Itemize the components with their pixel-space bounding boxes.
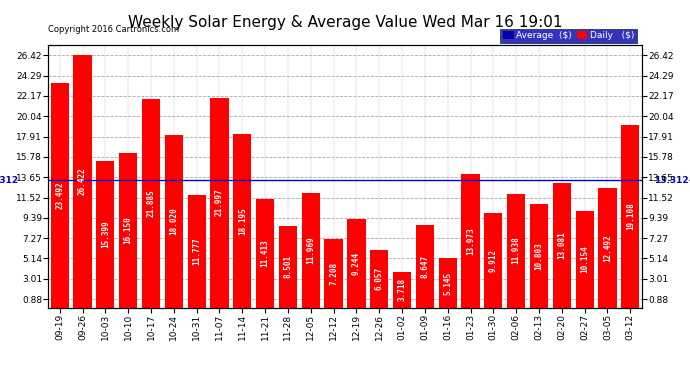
Text: 19.108: 19.108 xyxy=(626,202,635,230)
Text: 9.244: 9.244 xyxy=(352,252,361,275)
Bar xyxy=(210,98,228,308)
Bar xyxy=(598,188,617,308)
Bar xyxy=(142,99,160,308)
Text: Weekly Solar Energy & Average Value Wed Mar 16 19:01: Weekly Solar Energy & Average Value Wed … xyxy=(128,15,562,30)
Bar xyxy=(119,153,137,308)
Text: 13.081: 13.081 xyxy=(558,231,566,259)
Bar xyxy=(233,134,251,308)
Text: 7.208: 7.208 xyxy=(329,261,338,285)
Bar xyxy=(553,183,571,308)
Text: 21.885: 21.885 xyxy=(146,189,155,217)
Bar xyxy=(462,174,480,308)
Legend: Average  ($), Daily   ($): Average ($), Daily ($) xyxy=(500,28,637,43)
Bar xyxy=(96,160,115,308)
Text: 5.145: 5.145 xyxy=(443,272,452,294)
Bar xyxy=(507,194,525,308)
Text: 11.969: 11.969 xyxy=(306,237,315,264)
Bar xyxy=(347,219,366,308)
Bar xyxy=(393,272,411,308)
Text: 18.195: 18.195 xyxy=(238,207,247,234)
Bar xyxy=(370,250,388,308)
Text: 16.150: 16.150 xyxy=(124,216,132,244)
Text: 18.020: 18.020 xyxy=(169,208,178,236)
Text: 11.413: 11.413 xyxy=(261,239,270,267)
Bar xyxy=(324,239,343,308)
Text: 8.501: 8.501 xyxy=(284,255,293,279)
Text: 15.399: 15.399 xyxy=(101,220,110,248)
Text: 10.154: 10.154 xyxy=(580,245,589,273)
Bar xyxy=(165,135,183,308)
Text: 26.422: 26.422 xyxy=(78,168,87,195)
Bar xyxy=(73,55,92,308)
Bar xyxy=(256,198,274,308)
Text: 10.803: 10.803 xyxy=(535,242,544,270)
Text: 12.492: 12.492 xyxy=(603,234,612,262)
Text: 11.777: 11.777 xyxy=(192,237,201,265)
Text: 3.718: 3.718 xyxy=(397,278,406,302)
Bar xyxy=(484,213,502,308)
Text: 9.912: 9.912 xyxy=(489,249,498,272)
Bar xyxy=(50,83,69,308)
Bar xyxy=(302,193,320,308)
Text: →13.312: →13.312 xyxy=(0,176,19,185)
Text: 23.492: 23.492 xyxy=(55,182,64,209)
Text: 6.057: 6.057 xyxy=(375,267,384,290)
Text: 11.938: 11.938 xyxy=(512,237,521,264)
Text: 13.973: 13.973 xyxy=(466,227,475,255)
Bar xyxy=(575,211,594,308)
Text: Copyright 2016 Cartronics.com: Copyright 2016 Cartronics.com xyxy=(48,26,179,34)
Bar xyxy=(188,195,206,308)
Bar xyxy=(439,258,457,308)
Text: 21.997: 21.997 xyxy=(215,189,224,216)
Bar xyxy=(279,226,297,308)
Text: 8.647: 8.647 xyxy=(420,255,429,278)
Bar xyxy=(621,125,640,308)
Bar xyxy=(416,225,434,308)
Bar xyxy=(530,204,548,308)
Text: 13.312→: 13.312→ xyxy=(653,176,690,185)
